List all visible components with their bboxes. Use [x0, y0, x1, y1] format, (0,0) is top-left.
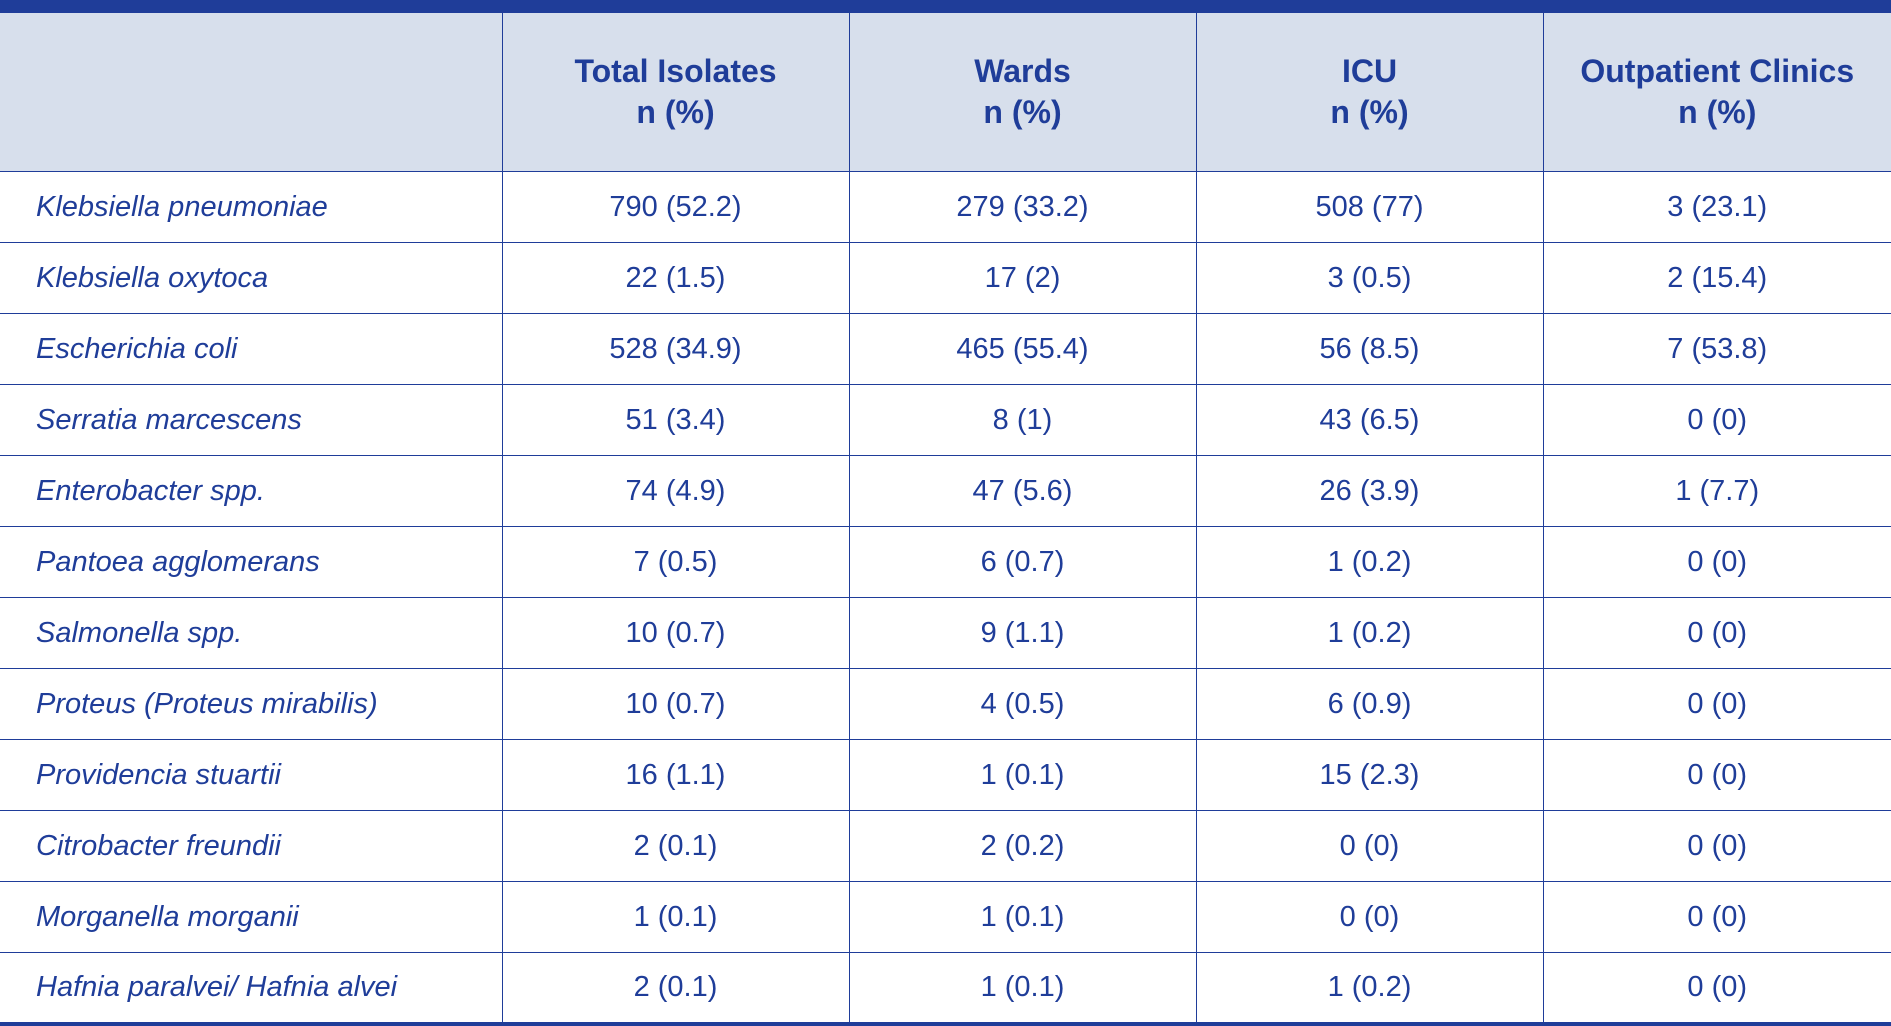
outpatient-cell: 0 (0)	[1543, 953, 1891, 1024]
total-isolates-cell: 22 (1.5)	[502, 243, 849, 314]
header-total-isolates: Total Isolates n (%)	[502, 13, 849, 172]
header-icu: ICU n (%)	[1196, 13, 1543, 172]
header-outpatient-clinics-title: Outpatient Clinics	[1544, 51, 1891, 92]
wards-cell: 6 (0.7)	[849, 527, 1196, 598]
organism-cell: Escherichia coli	[0, 314, 502, 385]
organism-cell: Klebsiella pneumoniae	[0, 172, 502, 243]
header-wards-unit: n (%)	[850, 92, 1196, 133]
header-icu-title: ICU	[1197, 51, 1543, 92]
organism-cell: Proteus (Proteus mirabilis)	[0, 669, 502, 740]
total-isolates-cell: 51 (3.4)	[502, 385, 849, 456]
header-organism	[0, 13, 502, 172]
header-row: Total Isolates n (%) Wards n (%) ICU n (…	[0, 13, 1891, 172]
wards-cell: 279 (33.2)	[849, 172, 1196, 243]
header-total-isolates-unit: n (%)	[503, 92, 849, 133]
icu-cell: 26 (3.9)	[1196, 456, 1543, 527]
outpatient-cell: 0 (0)	[1543, 811, 1891, 882]
wards-cell: 1 (0.1)	[849, 740, 1196, 811]
outpatient-cell: 7 (53.8)	[1543, 314, 1891, 385]
wards-cell: 2 (0.2)	[849, 811, 1196, 882]
outpatient-cell: 0 (0)	[1543, 598, 1891, 669]
table-row: Citrobacter freundii 2 (0.1) 2 (0.2) 0 (…	[0, 811, 1891, 882]
wards-cell: 8 (1)	[849, 385, 1196, 456]
isolates-table: Total Isolates n (%) Wards n (%) ICU n (…	[0, 12, 1891, 1026]
organism-cell: Morganella morganii	[0, 882, 502, 953]
outpatient-cell: 0 (0)	[1543, 527, 1891, 598]
table-body: Klebsiella pneumoniae 790 (52.2) 279 (33…	[0, 172, 1891, 1024]
outpatient-cell: 0 (0)	[1543, 385, 1891, 456]
total-isolates-cell: 790 (52.2)	[502, 172, 849, 243]
icu-cell: 43 (6.5)	[1196, 385, 1543, 456]
wards-cell: 4 (0.5)	[849, 669, 1196, 740]
table-row: Salmonella spp. 10 (0.7) 9 (1.1) 1 (0.2)…	[0, 598, 1891, 669]
outpatient-cell: 2 (15.4)	[1543, 243, 1891, 314]
header-icu-unit: n (%)	[1197, 92, 1543, 133]
wards-cell: 465 (55.4)	[849, 314, 1196, 385]
table-row: Klebsiella pneumoniae 790 (52.2) 279 (33…	[0, 172, 1891, 243]
icu-cell: 508 (77)	[1196, 172, 1543, 243]
wards-cell: 17 (2)	[849, 243, 1196, 314]
organism-cell: Enterobacter spp.	[0, 456, 502, 527]
table-row: Klebsiella oxytoca 22 (1.5) 17 (2) 3 (0.…	[0, 243, 1891, 314]
table-row: Providencia stuartii 16 (1.1) 1 (0.1) 15…	[0, 740, 1891, 811]
total-isolates-cell: 1 (0.1)	[502, 882, 849, 953]
icu-cell: 56 (8.5)	[1196, 314, 1543, 385]
header-total-isolates-title: Total Isolates	[503, 51, 849, 92]
icu-cell: 1 (0.2)	[1196, 527, 1543, 598]
total-isolates-cell: 74 (4.9)	[502, 456, 849, 527]
organism-cell: Hafnia paralvei/ Hafnia alvei	[0, 953, 502, 1024]
total-isolates-cell: 16 (1.1)	[502, 740, 849, 811]
outpatient-cell: 0 (0)	[1543, 740, 1891, 811]
organism-cell: Serratia marcescens	[0, 385, 502, 456]
organism-cell: Klebsiella oxytoca	[0, 243, 502, 314]
total-isolates-cell: 10 (0.7)	[502, 598, 849, 669]
table-row: Proteus (Proteus mirabilis) 10 (0.7) 4 (…	[0, 669, 1891, 740]
table-row: Pantoea agglomerans 7 (0.5) 6 (0.7) 1 (0…	[0, 527, 1891, 598]
icu-cell: 15 (2.3)	[1196, 740, 1543, 811]
icu-cell: 1 (0.2)	[1196, 598, 1543, 669]
header-outpatient-clinics-unit: n (%)	[1544, 92, 1891, 133]
icu-cell: 6 (0.9)	[1196, 669, 1543, 740]
header-wards: Wards n (%)	[849, 13, 1196, 172]
organism-cell: Citrobacter freundii	[0, 811, 502, 882]
table-row: Morganella morganii 1 (0.1) 1 (0.1) 0 (0…	[0, 882, 1891, 953]
wards-cell: 1 (0.1)	[849, 882, 1196, 953]
total-isolates-cell: 2 (0.1)	[502, 953, 849, 1024]
header-wards-title: Wards	[850, 51, 1196, 92]
outpatient-cell: 3 (23.1)	[1543, 172, 1891, 243]
outpatient-cell: 1 (7.7)	[1543, 456, 1891, 527]
icu-cell: 3 (0.5)	[1196, 243, 1543, 314]
total-isolates-cell: 7 (0.5)	[502, 527, 849, 598]
header-outpatient-clinics: Outpatient Clinics n (%)	[1543, 13, 1891, 172]
table-row: Serratia marcescens 51 (3.4) 8 (1) 43 (6…	[0, 385, 1891, 456]
wards-cell: 47 (5.6)	[849, 456, 1196, 527]
table-row: Enterobacter spp. 74 (4.9) 47 (5.6) 26 (…	[0, 456, 1891, 527]
icu-cell: 0 (0)	[1196, 811, 1543, 882]
organism-cell: Providencia stuartii	[0, 740, 502, 811]
table-header: Total Isolates n (%) Wards n (%) ICU n (…	[0, 13, 1891, 172]
outpatient-cell: 0 (0)	[1543, 669, 1891, 740]
icu-cell: 0 (0)	[1196, 882, 1543, 953]
wards-cell: 1 (0.1)	[849, 953, 1196, 1024]
table-row: Hafnia paralvei/ Hafnia alvei 2 (0.1) 1 …	[0, 953, 1891, 1024]
total-isolates-cell: 528 (34.9)	[502, 314, 849, 385]
outpatient-cell: 0 (0)	[1543, 882, 1891, 953]
icu-cell: 1 (0.2)	[1196, 953, 1543, 1024]
wards-cell: 9 (1.1)	[849, 598, 1196, 669]
organism-cell: Pantoea agglomerans	[0, 527, 502, 598]
organism-cell: Salmonella spp.	[0, 598, 502, 669]
total-isolates-cell: 10 (0.7)	[502, 669, 849, 740]
table-row: Escherichia coli 528 (34.9) 465 (55.4) 5…	[0, 314, 1891, 385]
total-isolates-cell: 2 (0.1)	[502, 811, 849, 882]
